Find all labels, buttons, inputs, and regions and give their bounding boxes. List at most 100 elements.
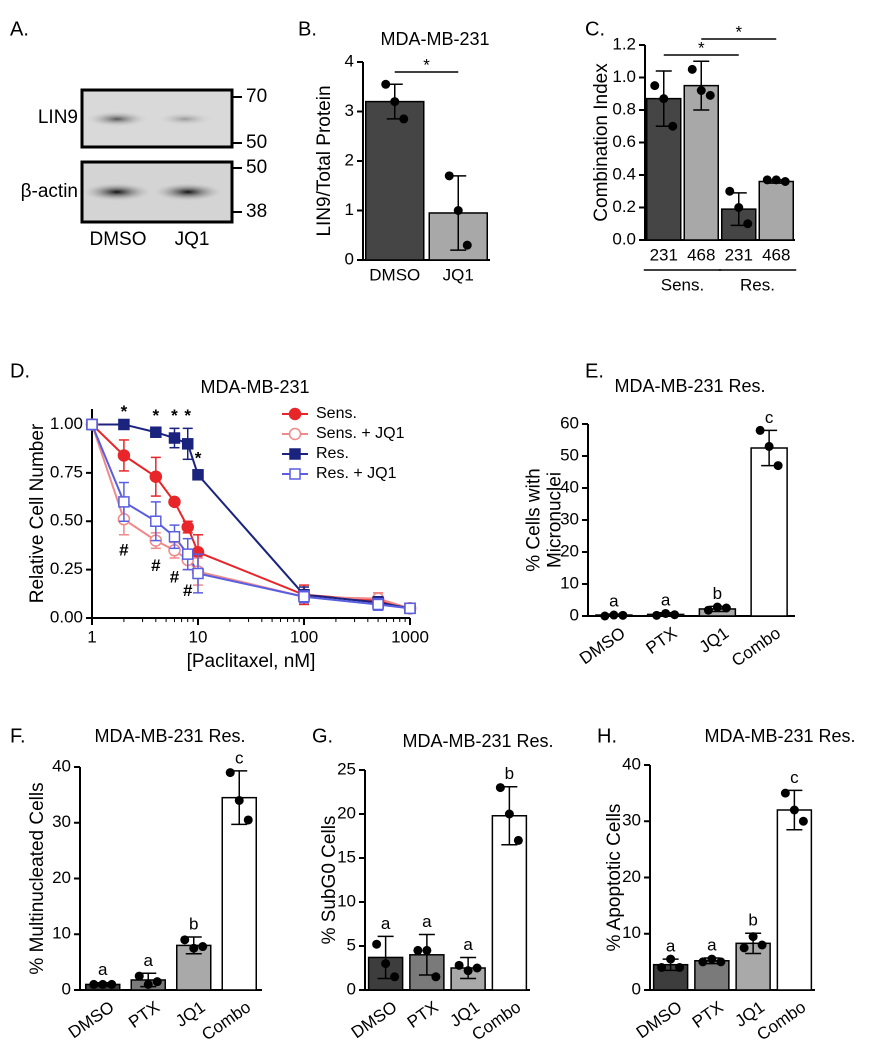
panel-label: D. <box>10 360 30 382</box>
significance-letter: a <box>381 914 391 933</box>
y-axis-label: % Cells with <box>524 468 545 571</box>
panel-label: H. <box>597 725 617 747</box>
x-tick-label: DMSO <box>369 265 420 284</box>
data-point <box>390 972 400 982</box>
blot-band <box>85 111 149 127</box>
significance-letter: c <box>790 768 799 787</box>
blot-band <box>83 183 151 201</box>
x-tick-label: 231 <box>650 245 678 264</box>
y-tick-label: 5 <box>347 935 356 954</box>
significance-letter: b <box>713 584 722 603</box>
x-tick-label: DMSO <box>576 623 629 668</box>
data-point <box>372 939 382 949</box>
data-point <box>181 548 194 560</box>
data-point <box>149 470 163 483</box>
data-point <box>86 418 98 431</box>
data-point <box>734 203 744 212</box>
chart-title: MDA-MB-231 <box>200 377 309 397</box>
data-point <box>189 943 199 953</box>
data-point <box>609 610 619 620</box>
panel-label: F. <box>10 725 26 747</box>
bar <box>683 84 719 241</box>
data-point <box>698 957 708 967</box>
data-point <box>243 815 253 825</box>
data-point <box>118 496 130 508</box>
data-point <box>107 979 117 989</box>
blot-band <box>154 183 222 201</box>
y-tick-label: 3 <box>345 101 354 120</box>
data-point <box>757 940 767 950</box>
data-point <box>670 610 680 620</box>
y-tick-label: 2 <box>345 150 354 169</box>
x-tick-label: 468 <box>687 245 715 264</box>
significance-mark: # <box>151 556 161 575</box>
data-point <box>298 590 310 603</box>
y-tick-label: 20 <box>337 803 356 822</box>
y-tick-label: 0.6 <box>612 132 636 151</box>
panel-label: B. <box>298 18 317 40</box>
data-point <box>780 788 790 798</box>
y-axis-label: LIN9/Total Protein <box>314 85 335 236</box>
significance-letter: c <box>235 748 244 767</box>
y-tick-label: 1.2 <box>612 34 636 53</box>
significance-letter: a <box>463 935 473 954</box>
marker-label: 50 <box>246 132 267 153</box>
significance-letter: a <box>661 590 671 609</box>
significance-letter: c <box>765 408 774 427</box>
x-tick-label: 1000 <box>391 627 429 646</box>
data-point <box>444 171 454 181</box>
significance-letter: b <box>748 911 757 930</box>
data-point <box>381 79 391 89</box>
data-point <box>716 957 726 967</box>
blot-row-label: LIN9 <box>38 107 78 128</box>
significance-mark: # <box>119 540 129 559</box>
data-point <box>372 598 384 611</box>
panel-label: G. <box>312 725 333 747</box>
y-tick-label: 0.2 <box>612 197 636 216</box>
significance-letter: a <box>144 951 154 970</box>
data-point <box>150 426 162 438</box>
significance-mark: # <box>170 567 180 586</box>
data-point <box>422 945 432 955</box>
marker-label: 50 <box>246 157 267 178</box>
legend-marker <box>288 407 302 421</box>
significance-letter: b <box>189 915 198 934</box>
panel-label: A. <box>10 18 29 40</box>
legend-label: Res. + JQ1 <box>316 465 397 482</box>
y-tick-label: 40 <box>52 756 71 775</box>
y-tick-label: 0.4 <box>612 164 636 183</box>
y-tick-label: 50 <box>560 445 579 464</box>
y-tick-label: 0.25 <box>50 559 83 578</box>
x-tick-label: 468 <box>762 245 790 264</box>
x-tick-label: JQ1 <box>696 623 732 656</box>
significance-star: * <box>698 38 705 57</box>
data-point <box>705 90 715 100</box>
y-tick-label: 0 <box>345 249 354 268</box>
data-point <box>381 959 391 969</box>
data-point <box>703 605 713 615</box>
y-axis-label: Combination Index <box>591 63 612 222</box>
y-tick-label: 0 <box>62 979 71 998</box>
x-tick-label: DMSO <box>65 997 118 1042</box>
chart-title: MDA-MB-231 Res. <box>704 726 855 746</box>
y-tick-label: 10 <box>560 573 579 592</box>
y-axis-label: % SubG0 Cells <box>319 816 340 945</box>
data-point <box>168 432 181 444</box>
data-point <box>771 175 781 185</box>
series-line <box>92 423 411 610</box>
blot-row-label: β-actin <box>21 181 78 202</box>
data-point <box>192 567 204 580</box>
chart-title: MDA-MB-231 <box>380 29 489 49</box>
data-point <box>798 816 808 826</box>
y-tick-label: 10 <box>52 924 71 943</box>
significance-mark: * <box>153 406 160 425</box>
data-point <box>712 602 722 612</box>
bar <box>750 447 788 617</box>
legend-marker <box>288 427 302 441</box>
series-line <box>91 423 411 610</box>
series-line <box>91 424 411 610</box>
y-tick-label: 0.0 <box>612 229 636 248</box>
data-point <box>721 603 731 613</box>
y-tick-label: 20 <box>52 868 71 887</box>
significance-star: * <box>735 22 742 41</box>
